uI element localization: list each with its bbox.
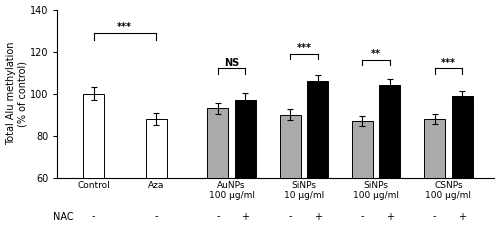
Bar	[146, 119, 167, 243]
Text: +: +	[242, 212, 250, 222]
Bar	[452, 96, 473, 243]
Text: +: +	[458, 212, 466, 222]
Text: +: +	[386, 212, 394, 222]
Bar	[280, 115, 300, 243]
Bar	[380, 85, 400, 243]
Text: ***: ***	[441, 58, 456, 68]
Text: -: -	[92, 212, 96, 222]
Bar	[83, 94, 104, 243]
Text: NAC: NAC	[53, 212, 74, 222]
Text: ***: ***	[296, 43, 312, 53]
Text: -: -	[288, 212, 292, 222]
Y-axis label: Total Alu methylation
(% of control): Total Alu methylation (% of control)	[6, 42, 27, 146]
Bar	[307, 81, 328, 243]
Text: -: -	[216, 212, 220, 222]
Bar	[208, 108, 229, 243]
Bar	[352, 121, 373, 243]
Text: NS: NS	[224, 58, 239, 68]
Text: **: **	[371, 49, 381, 60]
Bar	[424, 119, 445, 243]
Text: +: +	[314, 212, 322, 222]
Text: ***: ***	[118, 22, 132, 32]
Text: -: -	[360, 212, 364, 222]
Text: -: -	[154, 212, 158, 222]
Text: -: -	[433, 212, 436, 222]
Bar	[235, 100, 256, 243]
